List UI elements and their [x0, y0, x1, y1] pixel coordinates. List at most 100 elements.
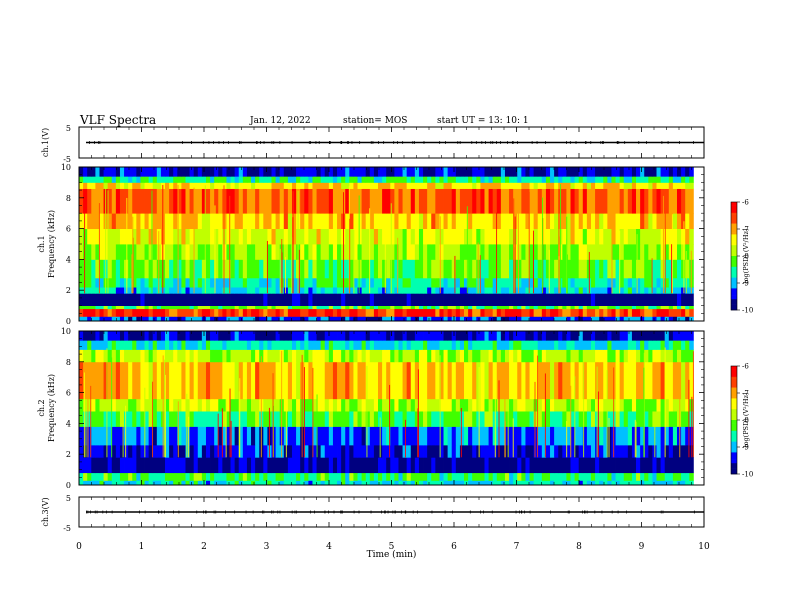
sferic-streak — [541, 197, 543, 294]
spectrogram-cell — [169, 176, 174, 183]
spectrogram-cell — [660, 316, 666, 322]
spectrogram-cell — [554, 398, 559, 412]
spectrogram-cell — [480, 316, 485, 322]
sferic-streak — [606, 370, 608, 458]
spectrogram-cell — [169, 316, 174, 322]
spectrogram-cell — [377, 349, 383, 363]
spectrogram-cell — [435, 287, 440, 294]
spectrogram-cell — [373, 188, 379, 214]
spectrogram-cell — [562, 361, 567, 400]
spectrogram-cell — [431, 293, 436, 306]
spectrogram-cell — [173, 340, 178, 350]
spectrogram-cell — [435, 213, 440, 229]
spectrogram-cell — [226, 472, 231, 481]
spectrogram-cell — [414, 188, 420, 214]
spectrogram-cell — [201, 259, 207, 279]
spectrogram-cell — [136, 182, 141, 189]
colorbar-cell — [731, 221, 737, 224]
spectrogram-cell — [177, 228, 182, 245]
spectrogram-cell — [332, 361, 338, 400]
spectrogram-cell — [382, 259, 387, 279]
spectrogram-cell — [95, 480, 100, 486]
spectrogram-cell — [255, 287, 260, 294]
spectrogram-cell — [623, 167, 629, 177]
sferic-streak — [597, 391, 599, 458]
spectrogram-cell — [345, 167, 350, 177]
spectrogram-cell — [255, 244, 260, 260]
spectrogram-cell — [312, 287, 317, 294]
spectrogram-cell — [140, 411, 145, 427]
spectrogram-cell — [337, 411, 342, 427]
spectrogram-cell — [562, 244, 567, 260]
spectrogram-cell — [128, 426, 133, 446]
spectrogram-cell — [455, 411, 461, 427]
spectrogram-cell — [664, 244, 670, 260]
spectrogram-cell — [394, 472, 399, 481]
sferic-streak — [384, 240, 386, 294]
spectrogram-cell — [640, 349, 645, 363]
spectrogram-cell — [660, 305, 666, 310]
spectrogram-cell — [566, 213, 571, 229]
spectrogram-cell — [87, 182, 92, 189]
spectrogram-cell — [95, 398, 100, 412]
spectrogram-cell — [509, 472, 514, 481]
spectrogram-cell — [165, 293, 170, 306]
spectrogram-cell — [582, 305, 588, 310]
spectrogram-cell — [566, 472, 571, 481]
spectrogram-cell — [574, 411, 580, 427]
spectrogram-cell — [427, 472, 432, 481]
spectrogram-cell — [140, 167, 145, 177]
spectrogram-cell — [410, 277, 416, 288]
spectrogram-cell — [316, 228, 322, 245]
colorbar-cell — [731, 232, 737, 235]
spectrogram-cell — [337, 457, 342, 474]
spectrogram-cell — [664, 213, 670, 229]
spectrogram-cell — [242, 361, 248, 400]
spectrogram-cell — [238, 305, 244, 310]
spectrogram-cell — [660, 340, 666, 350]
spectrogram-ylabel: Frequency (kHz) — [47, 374, 56, 442]
spectrogram-cell — [689, 361, 694, 400]
spectrogram-cell — [607, 244, 612, 260]
spectrogram-cell — [246, 287, 252, 294]
spectrogram-cell — [582, 444, 588, 458]
waveform-ytick-label: -5 — [63, 524, 71, 533]
spectrogram-cell — [263, 213, 268, 229]
spectrogram-cell — [382, 398, 387, 412]
spectrogram-cell — [402, 228, 408, 245]
spectrogram-ytick-label: 10 — [61, 327, 71, 336]
spectrogram-cell — [177, 308, 182, 317]
spectrogram-cell — [500, 293, 506, 306]
spectrogram-cell — [353, 340, 358, 350]
spectrogram-cell — [377, 472, 383, 481]
spectrogram-cell — [91, 398, 96, 412]
spectrogram-cell — [365, 331, 371, 341]
spectrogram-cell — [218, 457, 223, 474]
spectrogram-cell — [447, 176, 453, 183]
spectrogram-cell — [357, 361, 363, 400]
spectrogram-cell — [431, 472, 436, 481]
sferic-streak — [164, 359, 166, 458]
spectrogram-cell — [668, 167, 674, 177]
spectrogram-cell — [165, 340, 170, 350]
spectrogram-cell — [242, 340, 248, 350]
spectrogram-cell — [435, 480, 440, 486]
spectrogram-cell — [447, 472, 453, 481]
spectrogram-cell — [689, 457, 694, 474]
spectrogram-cell — [562, 259, 567, 279]
spectrogram-cell — [259, 293, 264, 306]
spectrogram-cell — [152, 361, 158, 400]
spectrogram-cell — [128, 480, 133, 486]
spectrogram-cell — [128, 316, 133, 322]
spectrogram-cell — [685, 228, 690, 245]
spectrogram-cell — [205, 182, 211, 189]
spectrogram-cell — [525, 305, 530, 310]
spectrogram-cell — [623, 472, 629, 481]
spectrogram-cell — [443, 182, 449, 189]
sferic-streak — [532, 230, 534, 294]
spectrogram-cell — [316, 167, 322, 177]
spectrogram-cell — [316, 340, 322, 350]
spectrogram-cell — [443, 167, 449, 177]
spectrogram-cell — [455, 340, 461, 350]
spectrogram-cell — [222, 228, 227, 245]
